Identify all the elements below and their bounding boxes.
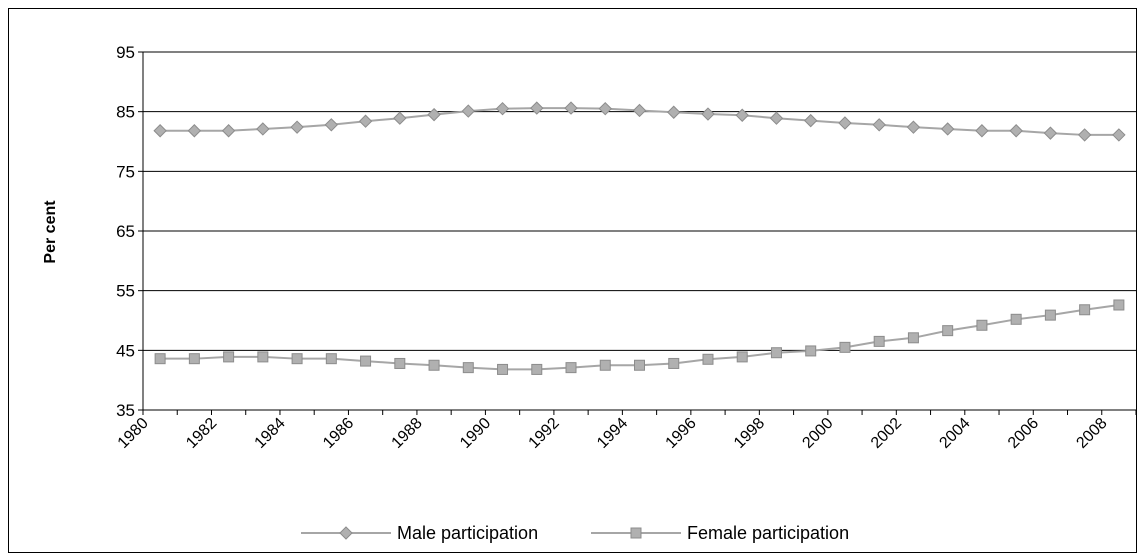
- data-point: [873, 335, 885, 347]
- data-point: [1043, 126, 1058, 140]
- series: [153, 101, 1126, 375]
- x-tick-label: 2000: [799, 415, 836, 452]
- data-point: [634, 359, 645, 371]
- data-point: [324, 118, 339, 132]
- legend-label: Male participation: [397, 523, 538, 543]
- data-point: [393, 111, 407, 125]
- x-tick-label: 1982: [183, 415, 220, 452]
- data-point: [805, 345, 817, 357]
- data-point: [394, 357, 406, 369]
- x-tick-label: 2008: [1073, 415, 1110, 452]
- data-point: [598, 101, 612, 116]
- data-point: [872, 118, 886, 132]
- data-point: [495, 101, 510, 116]
- data-point: [736, 351, 748, 363]
- data-point: [735, 108, 749, 122]
- data-point: [838, 116, 852, 130]
- data-point: [940, 122, 955, 136]
- x-tick-label: 1998: [731, 415, 768, 452]
- x-tick-label: 1984: [252, 415, 289, 452]
- axes: [138, 51, 1136, 415]
- data-point: [839, 341, 851, 353]
- data-point: [462, 362, 474, 374]
- x-tick-label: 1996: [663, 415, 700, 452]
- y-axis-label: Per cent: [42, 200, 59, 264]
- data-point: [942, 325, 954, 337]
- data-point: [975, 124, 989, 138]
- y-tick-label: 35: [116, 401, 135, 420]
- legend-marker: [630, 527, 642, 539]
- legend-item-male: Male participation: [301, 523, 538, 543]
- y-tick-label: 45: [116, 341, 135, 360]
- data-point: [257, 351, 269, 363]
- y-tick-label: 85: [116, 103, 135, 122]
- x-tick-label: 1980: [115, 415, 152, 452]
- data-point: [667, 105, 681, 119]
- x-tick-label: 1990: [457, 415, 494, 452]
- data-point: [668, 357, 680, 369]
- data-point: [325, 353, 337, 365]
- data-point: [1079, 304, 1091, 316]
- data-point: [906, 120, 921, 134]
- x-tick-label: 1994: [594, 415, 631, 452]
- x-tick-labels: 1980 1982 1984 1986 1988 1990 1992 1994 1996 1998…: [115, 415, 1111, 452]
- y-tick-label: 55: [116, 282, 135, 301]
- data-point: [1113, 299, 1125, 311]
- data-point: [907, 332, 919, 344]
- data-point: [1044, 309, 1056, 321]
- y-tick-label: 65: [116, 222, 135, 241]
- data-point: [290, 120, 304, 134]
- data-point: [153, 124, 167, 138]
- y-tick-labels: 35 45 55 65 75 85 95: [116, 43, 135, 420]
- data-point: [427, 107, 441, 122]
- data-point: [1112, 128, 1126, 142]
- data-point: [223, 351, 235, 363]
- data-point: [803, 113, 818, 128]
- data-point: [770, 347, 782, 359]
- data-point: [565, 362, 577, 374]
- data-point: [531, 363, 543, 375]
- data-point: [497, 363, 509, 375]
- gridlines: [143, 51, 1136, 351]
- series-female: [154, 299, 1125, 375]
- data-point: [702, 353, 714, 365]
- data-point: [428, 359, 440, 371]
- data-point: [599, 359, 611, 371]
- data-point: [769, 111, 784, 125]
- data-point: [1010, 313, 1022, 325]
- data-point: [461, 104, 476, 118]
- data-point: [976, 319, 988, 331]
- data-point: [154, 353, 166, 365]
- data-point: [358, 114, 373, 128]
- data-point: [360, 355, 372, 367]
- x-tick-label: 2006: [1005, 415, 1042, 452]
- x-tick-label: 1992: [526, 415, 563, 452]
- data-point: [530, 101, 544, 115]
- data-point: [1009, 124, 1023, 138]
- data-point: [1077, 128, 1092, 142]
- legend-label: Female participation: [687, 523, 849, 543]
- chart-frame: 35 45 55 65 75 85 95 1980 1982 1984 1986 1988 1990 1…: [8, 8, 1137, 553]
- y-tick-label: 75: [116, 162, 135, 181]
- data-point: [221, 124, 236, 138]
- data-point: [256, 122, 270, 136]
- data-point: [187, 124, 202, 138]
- data-point: [188, 353, 200, 365]
- x-tick-label: 2002: [868, 415, 905, 452]
- data-point: [701, 107, 715, 121]
- legend-marker: [339, 526, 353, 540]
- legend-item-female: Female participation: [591, 523, 849, 543]
- x-tick-label: 1986: [320, 415, 357, 452]
- data-point: [291, 353, 303, 365]
- data-point: [564, 101, 578, 115]
- x-tick-label: 2004: [936, 415, 973, 452]
- data-point: [632, 103, 647, 118]
- series-male: [153, 101, 1126, 142]
- x-tick-label: 1988: [389, 415, 426, 452]
- legend: Male participation Female participation: [301, 523, 849, 543]
- y-tick-label: 95: [116, 43, 135, 62]
